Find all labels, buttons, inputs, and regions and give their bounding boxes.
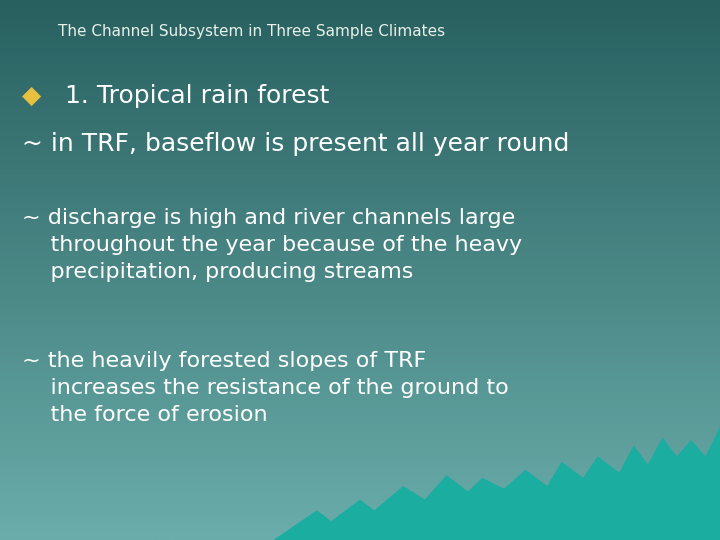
Polygon shape: [274, 427, 720, 540]
Text: ◆: ◆: [22, 84, 41, 107]
Text: ~ the heavily forested slopes of TRF
    increases the resistance of the ground : ~ the heavily forested slopes of TRF inc…: [22, 351, 508, 426]
Text: ~ discharge is high and river channels large
    throughout the year because of : ~ discharge is high and river channels l…: [22, 208, 522, 282]
Text: The Channel Subsystem in Three Sample Climates: The Channel Subsystem in Three Sample Cl…: [58, 24, 445, 39]
Text: ~ in TRF, baseflow is present all year round: ~ in TRF, baseflow is present all year r…: [22, 132, 569, 156]
Text: 1. Tropical rain forest: 1. Tropical rain forest: [65, 84, 329, 107]
